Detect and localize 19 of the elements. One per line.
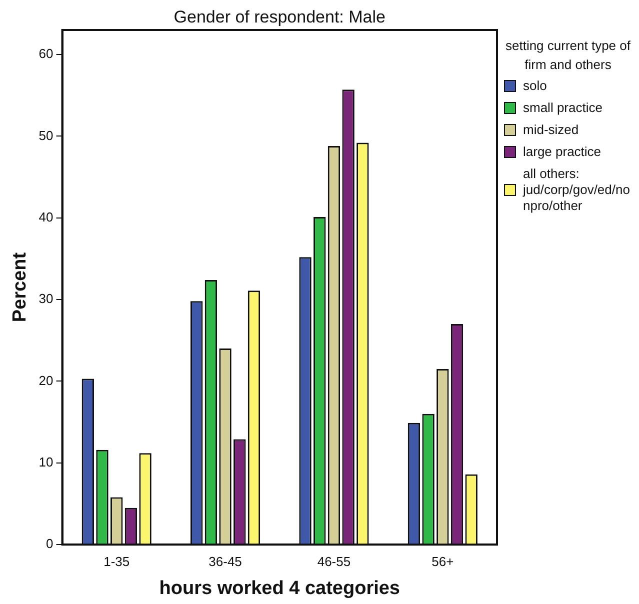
y-axis-title: Percent [10, 252, 31, 322]
y-tick-label: 10 [38, 454, 54, 470]
y-tick-label: 50 [38, 128, 54, 143]
x-tick-label: 1-35 [104, 554, 130, 569]
x-axis-title: hours worked 4 categories [159, 578, 400, 599]
x-tick-label: 56+ [432, 554, 454, 569]
y-tick-label: 60 [38, 46, 54, 62]
x-tick-label: 36-45 [208, 554, 242, 569]
y-tick-label: 0 [46, 536, 54, 552]
legend-label: large practice [523, 144, 602, 160]
legend-label: small practice [523, 100, 604, 116]
legend-label: mid-sized [523, 122, 580, 138]
y-tick-label: 40 [38, 209, 54, 224]
legend-label: solo [523, 78, 548, 94]
y-tick-label: 20 [38, 372, 54, 388]
legend-label: all others: jud/corp/gov/ed/nonpro/other [523, 166, 631, 214]
chart-title: Gender of respondent: Male [174, 8, 386, 27]
y-tick-label: 30 [38, 291, 54, 306]
x-tick-label: 46-55 [317, 554, 351, 569]
